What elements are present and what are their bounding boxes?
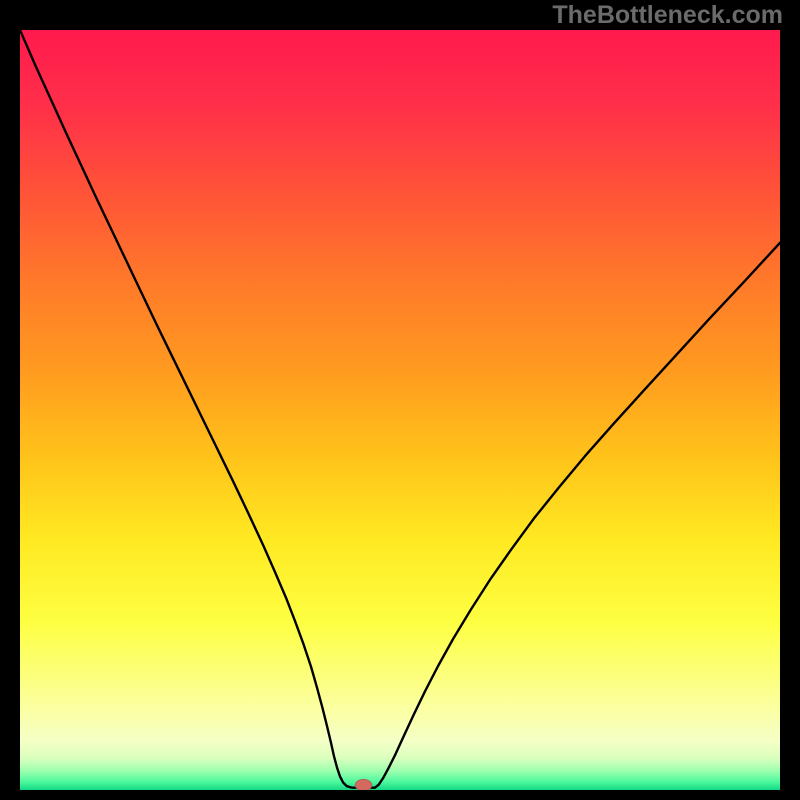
chart-background-gradient xyxy=(20,30,780,790)
chart-plot-area xyxy=(20,30,780,790)
chart-svg xyxy=(20,30,780,790)
watermark-label: TheBottleneck.com xyxy=(552,1,783,30)
stage: TheBottleneck.com xyxy=(0,0,800,800)
optimal-point-marker xyxy=(355,779,372,790)
